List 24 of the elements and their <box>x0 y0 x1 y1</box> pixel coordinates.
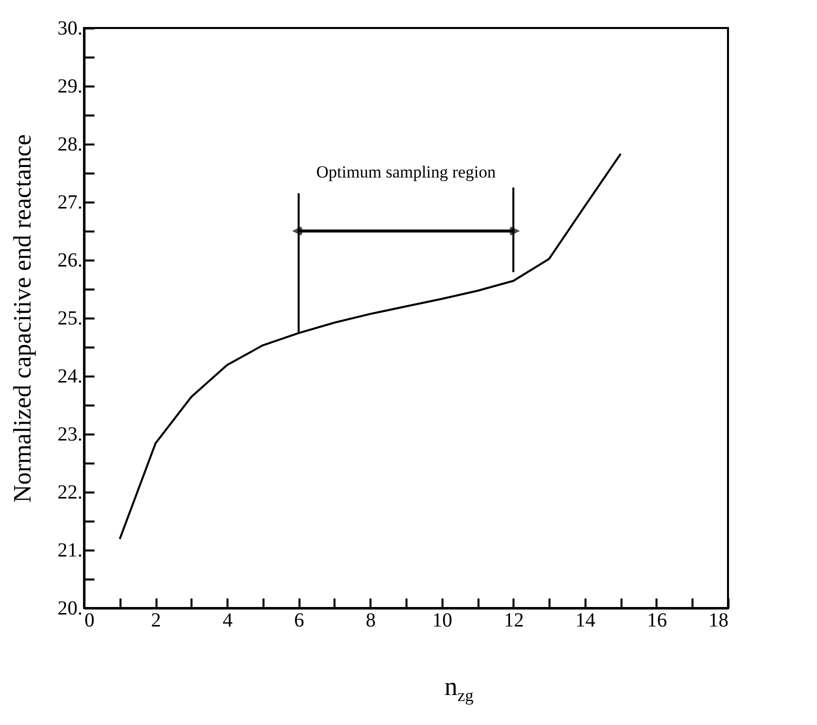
y-tick-label: 20. <box>58 598 82 620</box>
x-tick-label: 16 <box>646 610 667 632</box>
x-tick-label: 2 <box>151 610 162 632</box>
y-tick-label: 25. <box>58 308 82 330</box>
y-tick-label: 22. <box>58 482 82 504</box>
annotation: Optimum sampling region <box>316 162 496 182</box>
x-tick-label: 10 <box>432 610 452 632</box>
x-tick-label: 14 <box>575 610 596 632</box>
x-axis-title: n$_{zg}$ <box>443 672 475 706</box>
x-tick-label: 4 <box>222 610 233 632</box>
y-tick-label: 26. <box>58 250 82 272</box>
x-tick-label: 0 <box>84 610 94 632</box>
y-tick-label: 23. <box>58 424 82 446</box>
y-tick-label: 24. <box>58 366 82 388</box>
x-tick-label: 12 <box>504 610 524 632</box>
x-tick-label: 6 <box>294 610 304 632</box>
y-tick-label: 30. <box>58 18 82 40</box>
y-tick-label: 28. <box>58 134 82 156</box>
x-tick-label: 18 <box>708 610 728 632</box>
y-tick-label: 21. <box>58 540 82 562</box>
y-tick-label: 29. <box>58 76 82 98</box>
x-tick-label: 8 <box>366 610 376 632</box>
y-tick-label: 27. <box>58 192 82 214</box>
y-axis-title: Normalized capacitive end reactance <box>10 134 36 503</box>
